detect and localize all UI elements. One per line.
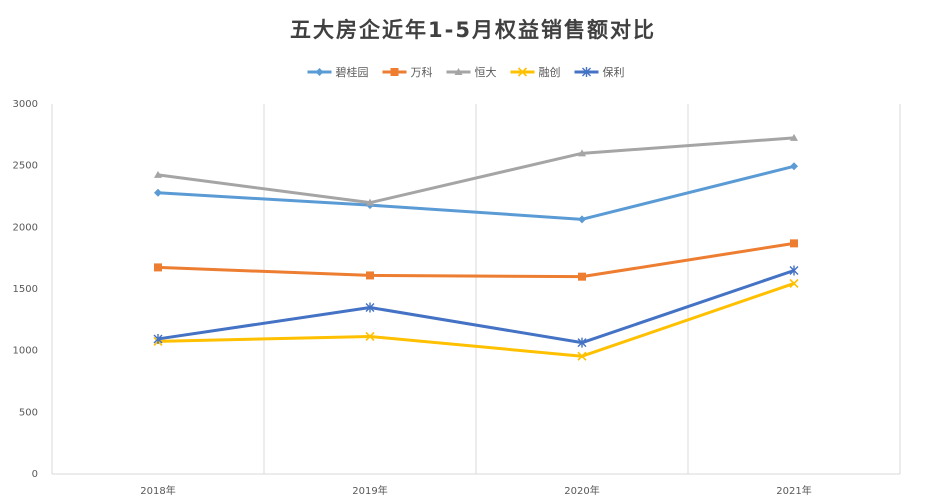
y-tick-label: 1000 [13,346,38,357]
y-tick-label: 1500 [13,284,38,295]
data-point [154,263,162,272]
series-line [157,269,795,345]
series-line [157,241,795,279]
chart-title: 五大房企近年1-5月权益销售额对比 [290,18,656,42]
y-tick-label: 2500 [13,161,38,172]
legend-label: 保利 [603,65,625,79]
y-tick-label: 2000 [13,222,38,233]
data-point [154,170,162,178]
x-tick-label: 2020年 [564,484,599,497]
data-point [790,162,798,171]
data-point [789,278,799,289]
legend-marker [315,68,324,76]
data-point [790,133,798,141]
data-point [790,239,798,248]
data-point [578,149,586,157]
legend-marker [390,68,399,76]
legend-marker [517,67,528,77]
x-tick-label: 2018年 [140,484,175,497]
x-tick-label: 2021年 [776,484,811,497]
legend-label: 碧桂园 [336,65,369,79]
y-tick-label: 500 [19,407,38,418]
data-point [365,302,375,313]
series-line [157,164,795,221]
data-point [578,272,586,281]
x-tick-label: 2019年 [352,484,387,497]
legend-label: 恒大 [475,65,497,79]
data-point [577,351,587,361]
legend-marker [582,67,591,77]
data-point [577,337,587,348]
data-point [153,333,163,344]
data-point [789,265,799,276]
legend-label: 万科 [411,65,433,79]
data-point [578,215,586,224]
legend-label: 融创 [539,66,561,79]
data-point [154,188,162,197]
data-point [366,271,374,280]
data-point [366,198,374,206]
series-line [157,282,795,358]
data-point [365,331,375,342]
legend-marker [454,68,463,75]
y-tick-label: 3000 [13,99,38,110]
series-line [157,136,795,205]
y-tick-label: 0 [32,469,38,480]
